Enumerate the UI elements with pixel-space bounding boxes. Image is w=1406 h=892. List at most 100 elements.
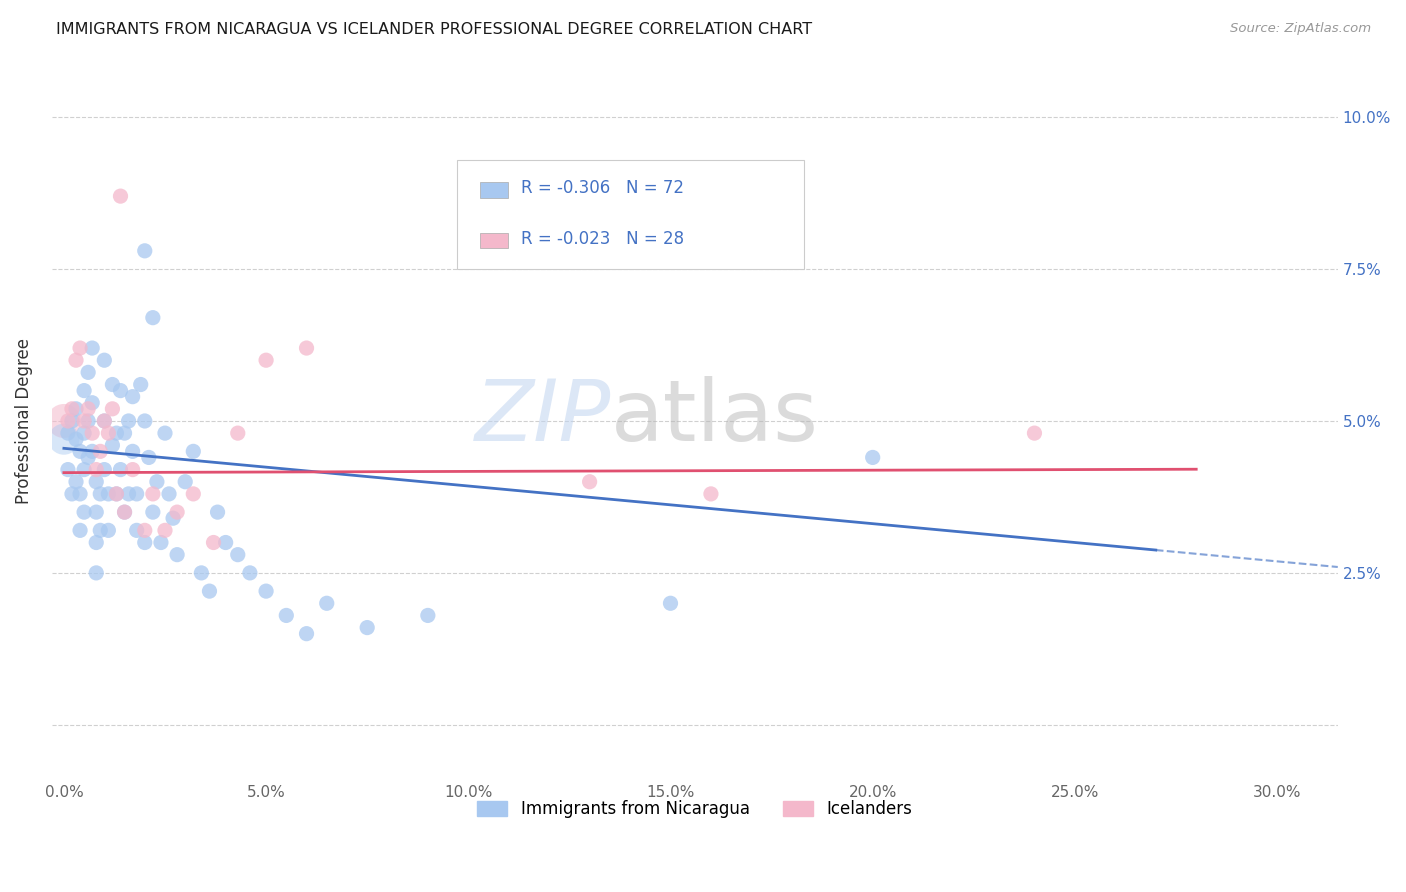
Point bbox=[254, 353, 277, 368]
Point bbox=[117, 487, 139, 501]
Y-axis label: Professional Degree: Professional Degree bbox=[15, 338, 32, 504]
Point bbox=[65, 432, 87, 446]
Point bbox=[82, 426, 104, 441]
Point bbox=[207, 505, 229, 519]
FancyBboxPatch shape bbox=[457, 161, 804, 269]
Point bbox=[82, 444, 104, 458]
Point bbox=[89, 444, 111, 458]
Point bbox=[105, 487, 128, 501]
Point bbox=[73, 462, 96, 476]
Point bbox=[198, 584, 221, 599]
Point bbox=[93, 414, 115, 428]
Point bbox=[125, 487, 148, 501]
Point bbox=[60, 414, 83, 428]
Text: IMMIGRANTS FROM NICARAGUA VS ICELANDER PROFESSIONAL DEGREE CORRELATION CHART: IMMIGRANTS FROM NICARAGUA VS ICELANDER P… bbox=[56, 22, 813, 37]
Point bbox=[65, 353, 87, 368]
Text: R = -0.306   N = 72: R = -0.306 N = 72 bbox=[522, 179, 685, 197]
Point bbox=[101, 401, 124, 416]
Point bbox=[226, 426, 249, 441]
Point bbox=[138, 450, 160, 465]
Point bbox=[110, 384, 132, 398]
Point bbox=[146, 475, 169, 489]
Point bbox=[52, 432, 75, 446]
Point bbox=[134, 414, 156, 428]
FancyBboxPatch shape bbox=[479, 233, 509, 248]
Point bbox=[700, 487, 723, 501]
Point bbox=[166, 548, 188, 562]
Point bbox=[69, 524, 91, 538]
Point bbox=[659, 596, 682, 610]
Point bbox=[181, 487, 204, 501]
Point bbox=[295, 341, 318, 355]
Text: Source: ZipAtlas.com: Source: ZipAtlas.com bbox=[1230, 22, 1371, 36]
Point bbox=[239, 566, 262, 580]
Point bbox=[69, 444, 91, 458]
Text: atlas: atlas bbox=[612, 376, 820, 459]
Point bbox=[84, 566, 107, 580]
Point bbox=[105, 487, 128, 501]
Point bbox=[93, 353, 115, 368]
Point bbox=[254, 584, 277, 599]
Point bbox=[73, 384, 96, 398]
Point bbox=[862, 450, 884, 465]
Point bbox=[89, 487, 111, 501]
Point bbox=[356, 621, 378, 635]
Point bbox=[134, 524, 156, 538]
Point bbox=[52, 414, 75, 428]
Point bbox=[82, 396, 104, 410]
Point bbox=[134, 244, 156, 258]
Point bbox=[73, 426, 96, 441]
Point bbox=[276, 608, 298, 623]
Point bbox=[121, 462, 143, 476]
Point bbox=[65, 401, 87, 416]
Point bbox=[162, 511, 184, 525]
Text: ZIP: ZIP bbox=[475, 376, 612, 459]
Point bbox=[105, 426, 128, 441]
Text: R = -0.023   N = 28: R = -0.023 N = 28 bbox=[522, 230, 685, 248]
Point bbox=[56, 426, 79, 441]
Point bbox=[69, 487, 91, 501]
Point bbox=[56, 462, 79, 476]
Point bbox=[77, 414, 100, 428]
Point bbox=[77, 401, 100, 416]
Point bbox=[73, 414, 96, 428]
Point bbox=[114, 505, 136, 519]
Point bbox=[578, 475, 600, 489]
Point bbox=[84, 505, 107, 519]
Point bbox=[181, 444, 204, 458]
Point bbox=[84, 475, 107, 489]
Point bbox=[117, 414, 139, 428]
Point bbox=[77, 365, 100, 379]
Point bbox=[125, 524, 148, 538]
Point bbox=[101, 438, 124, 452]
Point bbox=[84, 535, 107, 549]
Point bbox=[73, 505, 96, 519]
Point bbox=[121, 390, 143, 404]
Point bbox=[315, 596, 337, 610]
Point bbox=[89, 524, 111, 538]
Point bbox=[142, 505, 165, 519]
Point bbox=[149, 535, 172, 549]
Point bbox=[153, 426, 176, 441]
Point bbox=[121, 444, 143, 458]
Legend: Immigrants from Nicaragua, Icelanders: Immigrants from Nicaragua, Icelanders bbox=[471, 794, 920, 825]
Point bbox=[142, 487, 165, 501]
Point bbox=[97, 487, 120, 501]
Point bbox=[110, 462, 132, 476]
Point bbox=[114, 426, 136, 441]
Point bbox=[134, 535, 156, 549]
Point bbox=[214, 535, 236, 549]
Point bbox=[202, 535, 225, 549]
Point bbox=[174, 475, 197, 489]
Point bbox=[114, 505, 136, 519]
Point bbox=[97, 426, 120, 441]
Point bbox=[60, 487, 83, 501]
FancyBboxPatch shape bbox=[479, 182, 509, 197]
Point bbox=[93, 414, 115, 428]
Point bbox=[142, 310, 165, 325]
Point bbox=[157, 487, 180, 501]
Point bbox=[65, 475, 87, 489]
Point bbox=[295, 626, 318, 640]
Point bbox=[190, 566, 212, 580]
Point bbox=[97, 524, 120, 538]
